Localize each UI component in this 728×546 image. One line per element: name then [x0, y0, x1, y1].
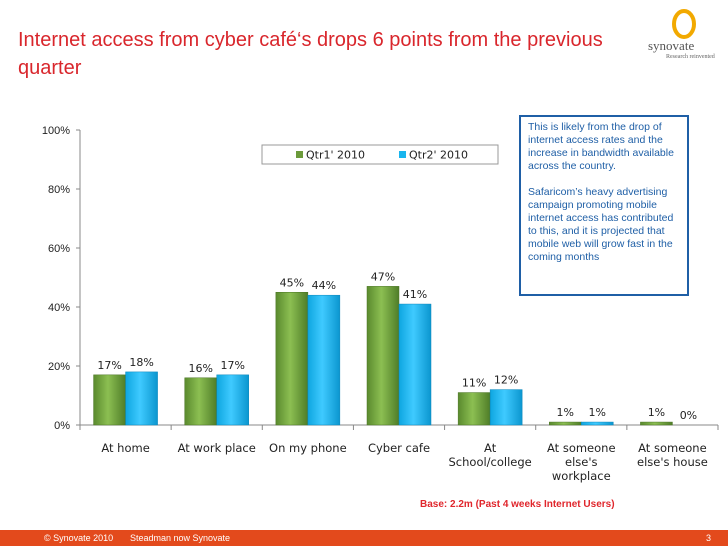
data-label: 1%	[648, 406, 665, 419]
legend-box	[261, 144, 499, 165]
bar-2	[216, 374, 249, 426]
annotation-paragraph-1: This is likely from the drop of internet…	[528, 121, 674, 172]
data-label: 16%	[188, 362, 212, 375]
x-tick-label: School/college	[449, 455, 532, 469]
page-title: Internet access from cyber café‘s drops …	[18, 29, 603, 79]
data-label: 17%	[220, 359, 244, 372]
data-label: 0%	[680, 409, 697, 422]
bar-1	[549, 421, 582, 426]
y-tick-label: 60%	[48, 243, 70, 255]
data-label: 12%	[494, 374, 518, 387]
legend-label: Qtr2' 2010	[409, 149, 468, 162]
synovate-logo-icon	[672, 9, 696, 39]
legend-swatch	[296, 151, 303, 158]
bar-2	[125, 371, 158, 426]
x-tick-label: workplace	[552, 469, 611, 483]
y-tick-label: 20%	[48, 361, 70, 373]
y-tick-label: 80%	[48, 184, 70, 196]
logo-text: synovate	[648, 38, 695, 53]
footer-bar: © Synovate 2010 Steadman now Synovate 3	[0, 530, 728, 546]
base-note: Base: 2.2m (Past 4 weeks Internet Users)	[420, 499, 615, 510]
bar-1	[366, 286, 400, 426]
x-tick-label: At home	[101, 441, 149, 455]
bar-2	[581, 421, 614, 426]
x-tick-label: At work place	[178, 441, 256, 455]
legend-swatch	[399, 151, 406, 158]
data-label: 44%	[312, 279, 336, 292]
bar-2	[398, 303, 432, 426]
bar-1	[184, 377, 217, 426]
x-tick-label: At someone	[547, 441, 616, 455]
data-label: 47%	[371, 270, 395, 283]
data-label: 1%	[589, 406, 606, 419]
y-tick-label: 100%	[42, 125, 70, 137]
data-label: 17%	[97, 359, 121, 372]
legend-label: Qtr1' 2010	[306, 149, 365, 162]
x-tick-label: Cyber cafe	[368, 441, 430, 455]
footer-copyright: © Synovate 2010	[44, 533, 114, 543]
bar-1	[93, 374, 126, 426]
y-tick-label: 0%	[54, 420, 70, 432]
x-tick-label: At someone	[638, 441, 707, 455]
page-number: 3	[706, 533, 712, 543]
bar-2	[489, 389, 523, 426]
data-label: 18%	[129, 356, 153, 369]
data-label: 45%	[280, 276, 304, 289]
bar-1	[640, 421, 673, 426]
bar-2	[307, 294, 341, 426]
x-tick-label: At	[484, 441, 497, 455]
bar-1	[275, 292, 309, 426]
y-tick-label: 40%	[48, 302, 70, 314]
annotation-paragraph-2: Safaricom’s heavy advertising campaign p…	[528, 186, 674, 263]
x-tick-label: On my phone	[269, 441, 347, 455]
logo-tagline: Research reinvented	[666, 54, 715, 60]
bar-1	[457, 392, 491, 426]
x-tick-label: else's	[565, 455, 598, 469]
footer-tagline: Steadman now Synovate	[130, 533, 231, 543]
data-label: 1%	[557, 406, 574, 419]
data-label: 41%	[403, 288, 427, 301]
x-tick-label: else's house	[637, 455, 708, 469]
data-label: 11%	[462, 377, 486, 390]
annotation-box: This is likely from the drop of internet…	[519, 115, 689, 296]
